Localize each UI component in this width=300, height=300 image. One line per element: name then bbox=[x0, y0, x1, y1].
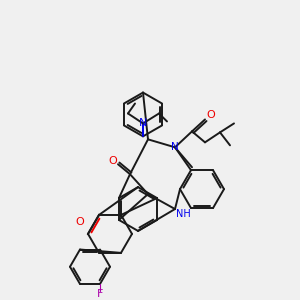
Text: N: N bbox=[171, 142, 179, 152]
Text: O: O bbox=[76, 218, 84, 227]
Text: NH: NH bbox=[176, 209, 190, 219]
Text: F: F bbox=[97, 289, 103, 299]
Text: N: N bbox=[139, 118, 147, 128]
Text: O: O bbox=[207, 110, 215, 121]
Text: O: O bbox=[109, 156, 117, 166]
